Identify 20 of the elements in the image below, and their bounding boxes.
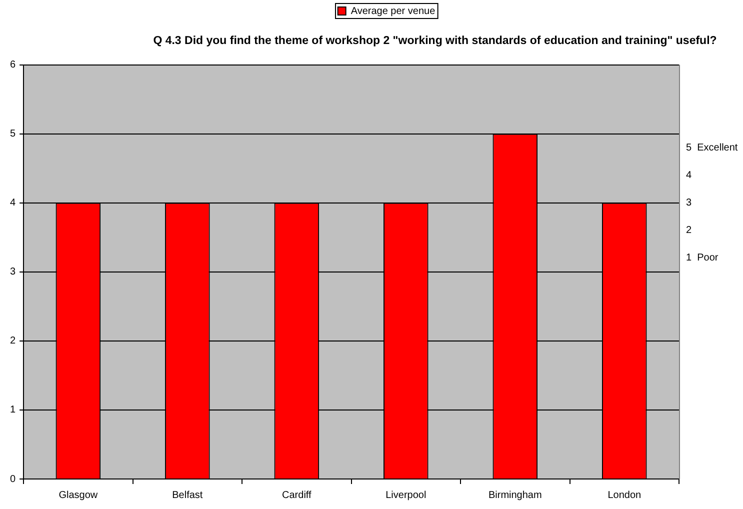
y-tick-label: 4 [10,198,16,209]
y-tick-label: 5 [10,128,16,140]
text: 1 Poor [686,252,719,264]
text: 4 [686,170,692,182]
text: 5 Excellent [686,142,738,154]
y-tick-label: 1 [10,404,16,416]
x-tick-label: Liverpool [386,490,426,501]
legend-label: Average per venue [350,6,436,17]
chart-title: Q 4.3 Did you find the theme of workshop 2 "working with standards of education and training" useful? [153,35,717,48]
x-tick-label: Belfast [172,490,203,501]
x-tick-label: London [608,490,642,501]
y-tick-label: 0 [10,474,16,485]
y-tick-label: 3 [10,266,16,278]
x-tick-label: Birmingham [488,490,542,501]
text: 3 [686,198,692,209]
y-tick-label: 2 [10,336,16,347]
x-tick-label: Cardiff [282,490,312,501]
y-tick-label: 6 [10,60,16,71]
x-tick-label: Glasgow [58,490,98,501]
text: 2 [686,225,692,236]
